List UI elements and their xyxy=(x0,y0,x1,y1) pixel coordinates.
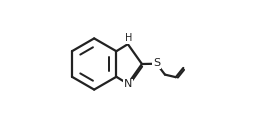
Text: H: H xyxy=(125,33,133,43)
Text: N: N xyxy=(124,79,132,89)
Text: S: S xyxy=(153,58,160,68)
